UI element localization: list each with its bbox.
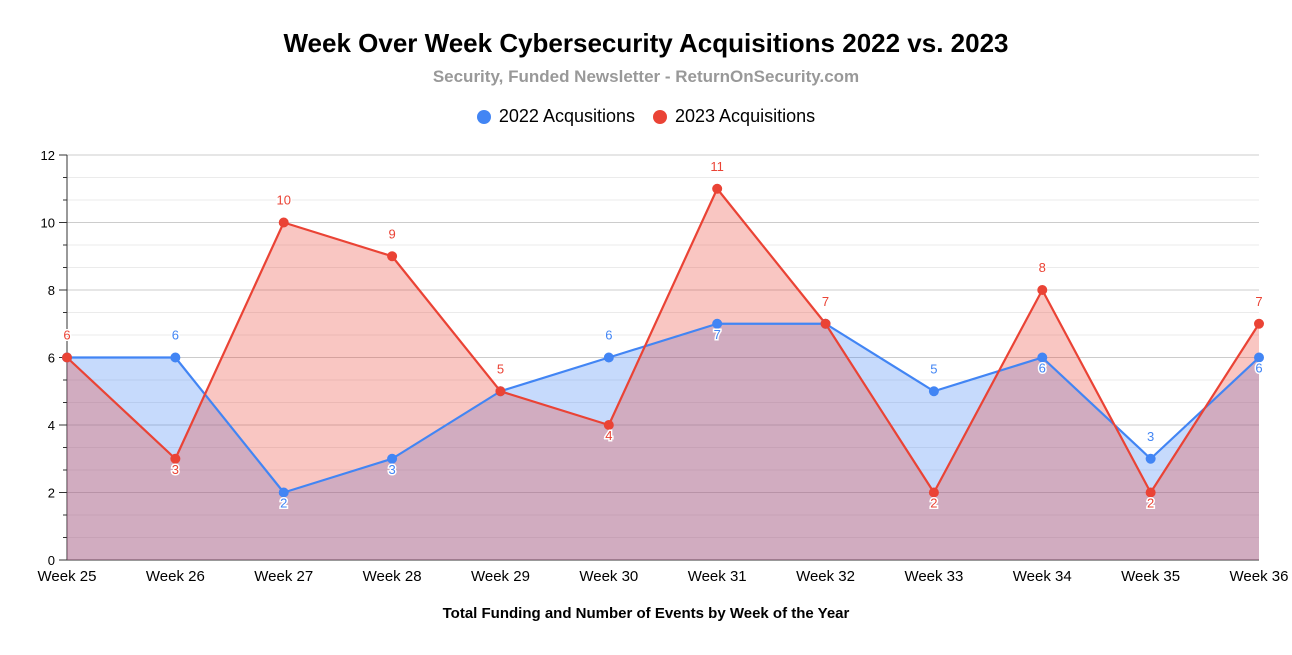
- data-point-1-8: [928, 487, 939, 498]
- data-point-1-2: [278, 217, 289, 228]
- x-axis-title: Total Funding and Number of Events by We…: [442, 605, 850, 622]
- chart-legend: 2022 Acqusitions 2023 Acquisitions: [0, 106, 1292, 127]
- data-point-1-3: [387, 251, 398, 262]
- y-tick-label: 12: [41, 148, 55, 163]
- data-point-0-11: [1254, 352, 1264, 363]
- y-tick-label: 0: [48, 553, 55, 568]
- data-point-1-4: [495, 386, 506, 397]
- data-point-0-10: [1145, 453, 1156, 464]
- x-tick-label: Week 26: [146, 568, 205, 585]
- data-point-1-9: [1037, 285, 1048, 295]
- legend-item-2023[interactable]: 2023 Acquisitions: [653, 106, 815, 127]
- data-label-1-3: 9: [388, 226, 395, 241]
- data-label-1-1: 3: [172, 462, 179, 477]
- y-tick-label: 6: [48, 351, 55, 366]
- data-label-1-11: 7: [1255, 294, 1262, 309]
- x-tick-label: Week 27: [254, 568, 313, 585]
- data-point-1-1: [170, 453, 181, 464]
- data-label-1-2: 10: [276, 193, 290, 208]
- data-point-0-8: [928, 386, 939, 397]
- x-tick-label: Week 30: [579, 568, 638, 585]
- x-tick-label: Week 35: [1121, 568, 1180, 585]
- x-tick-label: Week 32: [796, 568, 855, 585]
- x-tick-label: Week 25: [38, 568, 97, 585]
- data-label-0-0: 6: [63, 328, 70, 343]
- chart-title: Week Over Week Cybersecurity Acquisition…: [283, 28, 1009, 58]
- y-tick-label: 8: [48, 283, 55, 298]
- data-point-1-0: [62, 352, 72, 363]
- data-label-0-7: 7: [822, 294, 829, 309]
- data-label-1-10: 2: [1147, 496, 1154, 511]
- data-label-0-3: 3: [388, 462, 395, 477]
- legend-item-2022[interactable]: 2022 Acqusitions: [476, 106, 635, 127]
- data-label-0-8: 5: [930, 361, 937, 376]
- data-point-0-9: [1037, 352, 1048, 363]
- chart-subtitle: Security, Funded Newsletter - ReturnOnSe…: [432, 67, 860, 86]
- y-tick-label: 2: [48, 486, 55, 501]
- data-label-0-2: 2: [280, 496, 287, 511]
- x-tick-label: Week 36: [1230, 568, 1289, 585]
- data-label-0-10: 3: [1147, 429, 1154, 444]
- series-line-0: [67, 322, 1260, 494]
- data-point-0-6: [712, 318, 723, 329]
- data-label-1-5: 4: [605, 428, 612, 443]
- data-point-0-5: [603, 352, 614, 363]
- data-point-1-11: [1254, 318, 1264, 329]
- data-label-1-6: 11: [710, 159, 724, 174]
- legend-marker-2023: [653, 109, 667, 124]
- series-area-0: [67, 323, 1259, 560]
- data-label-1-9: 8: [1039, 260, 1046, 275]
- data-point-0-1: [170, 352, 181, 363]
- data-point-1-7: [820, 318, 831, 329]
- y-tick-label: 10: [41, 216, 55, 231]
- data-point-1-10: [1145, 487, 1156, 498]
- data-label-1-7: 7: [822, 294, 829, 309]
- x-tick-label: Week 34: [1013, 568, 1072, 585]
- data-label-0-9: 6: [1039, 361, 1046, 376]
- x-tick-label: Week 33: [904, 568, 963, 585]
- data-point-1-5: [603, 420, 614, 430]
- x-tick-label: Week 28: [363, 568, 422, 585]
- x-tick-label: Week 29: [471, 568, 530, 585]
- series-line-1: [66, 187, 1260, 494]
- data-label-0-4: 5: [497, 361, 504, 376]
- data-label-1-8: 2: [930, 496, 937, 511]
- x-tick-label: Week 31: [688, 568, 747, 585]
- y-tick-label: 4: [48, 418, 55, 433]
- data-label-1-4: 5: [497, 361, 504, 376]
- data-point-0-3: [387, 453, 398, 464]
- data-label-0-6: 7: [714, 327, 721, 342]
- legend-marker-2022: [476, 109, 491, 124]
- legend-label-2022: 2022 Acqusitions: [498, 106, 635, 126]
- data-label-0-1: 6: [172, 328, 179, 343]
- data-label-1-0: 6: [63, 328, 70, 343]
- legend-label-2023: 2023 Acquisitions: [675, 106, 816, 126]
- data-point-0-2: [278, 487, 289, 498]
- data-label-0-5: 6: [605, 328, 612, 343]
- data-point-1-6: [712, 183, 723, 194]
- data-label-0-11: 6: [1255, 361, 1262, 376]
- series-area-1: [67, 188, 1259, 560]
